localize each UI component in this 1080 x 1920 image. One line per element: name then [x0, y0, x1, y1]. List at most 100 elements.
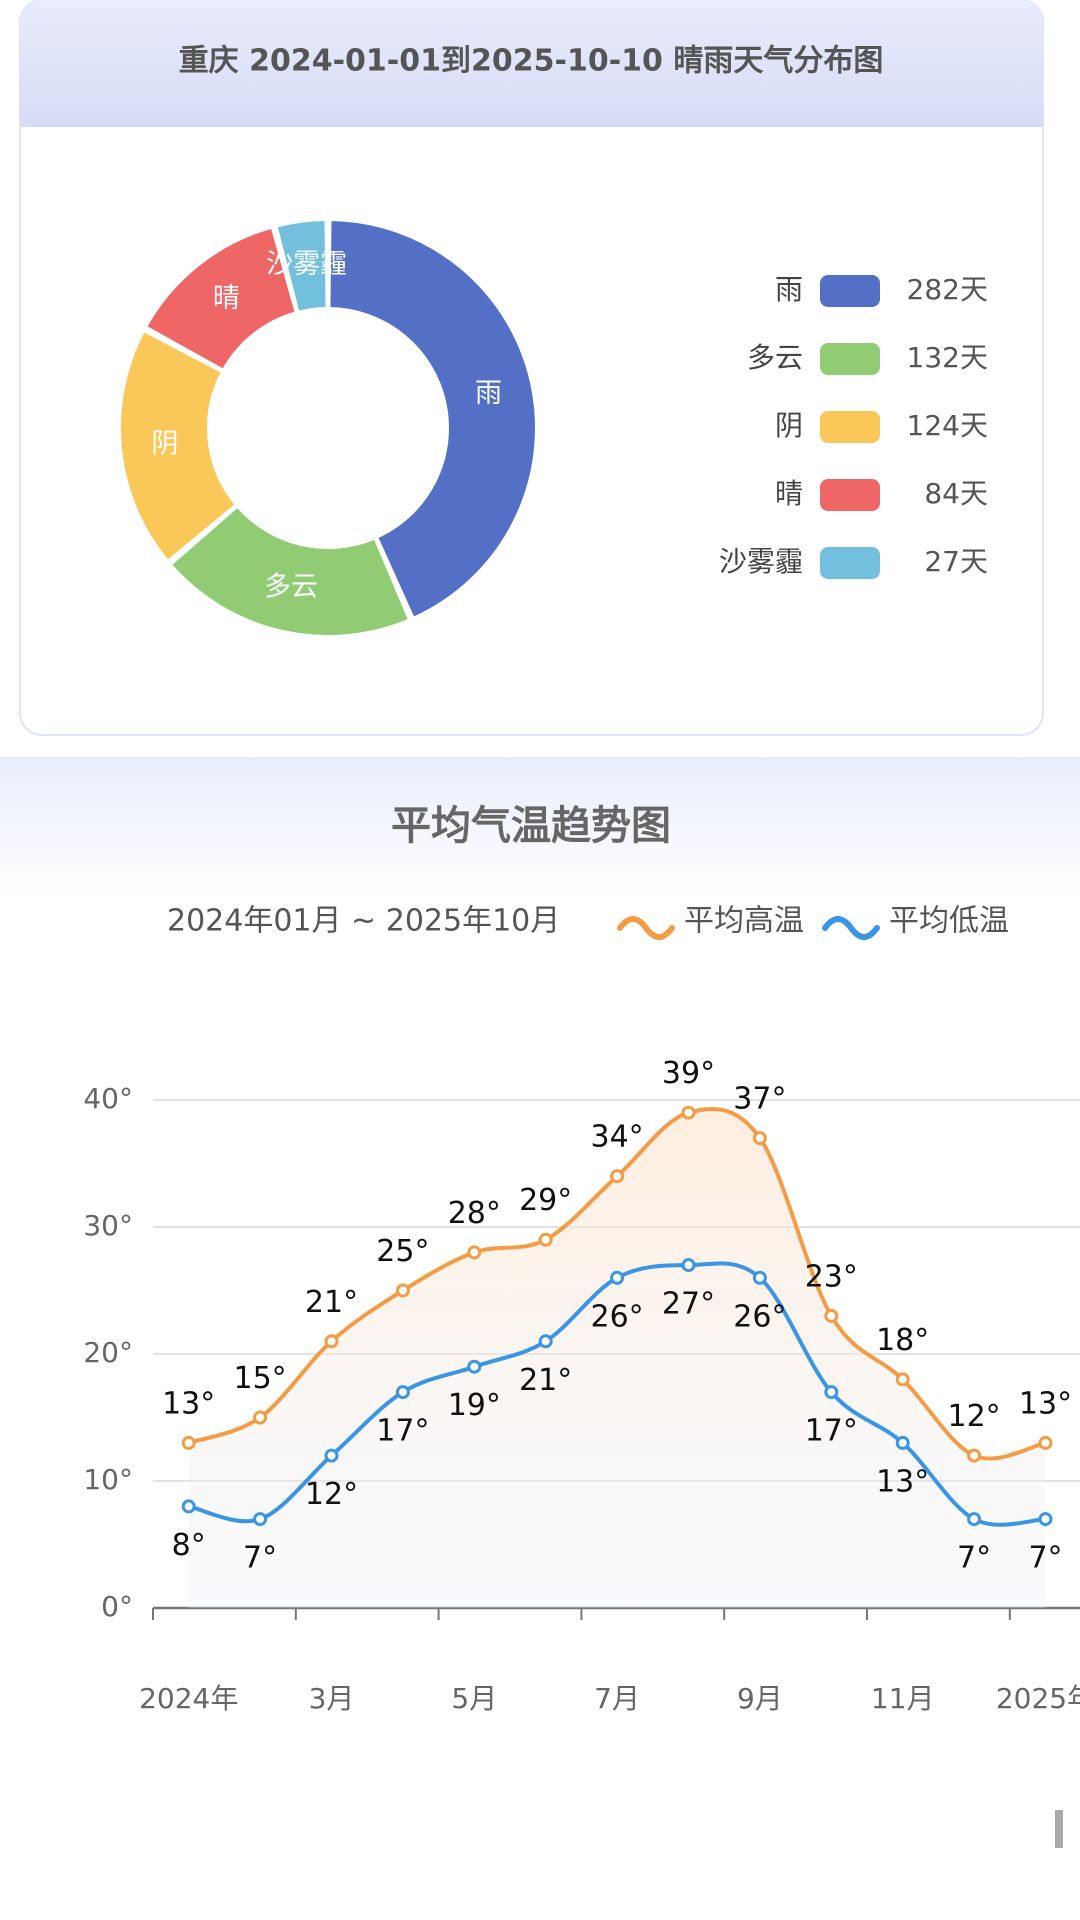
data-label: 7° — [243, 1541, 277, 1576]
data-label: 12° — [305, 1477, 358, 1512]
y-tick-label: 30° — [83, 1209, 133, 1242]
legend-icon — [822, 916, 880, 940]
x-tick-label: 11月 — [871, 1682, 935, 1715]
legend-label: 平均高温 — [684, 904, 804, 939]
data-label: 27° — [662, 1287, 715, 1322]
legend-value: 27天 — [924, 545, 988, 578]
data-label: 17° — [376, 1414, 429, 1449]
data-label: 25° — [376, 1234, 429, 1269]
point — [1038, 1435, 1053, 1450]
y-tick-label: 10° — [83, 1463, 133, 1496]
point — [752, 1131, 767, 1146]
legend-label: 阴 — [775, 409, 803, 442]
data-label: 13° — [162, 1386, 215, 1421]
data-label: 39° — [662, 1056, 715, 1091]
scrollbar — [1055, 1810, 1063, 1848]
data-label: 8° — [172, 1528, 206, 1563]
point — [181, 1499, 196, 1514]
point — [538, 1232, 553, 1247]
point — [681, 1258, 696, 1273]
legend-label: 雨 — [775, 273, 803, 306]
pie-slice — [169, 505, 411, 637]
data-label: 29° — [519, 1183, 572, 1218]
data-label: 34° — [591, 1120, 644, 1155]
legend-swatch — [820, 547, 880, 579]
point — [895, 1372, 910, 1387]
x-tick-label: 9月 — [737, 1682, 783, 1715]
data-label: 19° — [448, 1388, 501, 1423]
data-label: 21° — [305, 1285, 358, 1320]
data-label: 17° — [805, 1414, 858, 1449]
point — [824, 1385, 839, 1400]
data-label: 37° — [733, 1082, 786, 1117]
data-label: 7° — [1028, 1541, 1062, 1576]
point — [824, 1308, 839, 1323]
legend-swatch — [820, 411, 880, 443]
data-label: 21° — [519, 1363, 572, 1398]
pie-slice — [328, 219, 537, 619]
x-tick-label: 2024年 — [139, 1682, 238, 1715]
pie-slice — [275, 219, 328, 313]
data-label: 23° — [805, 1259, 858, 1294]
legend-icon — [617, 916, 675, 940]
point — [467, 1245, 482, 1260]
legend-label: 多云 — [747, 341, 803, 374]
data-label: 13° — [876, 1464, 929, 1499]
point — [395, 1385, 410, 1400]
legend-value: 124天 — [907, 409, 988, 442]
point — [324, 1334, 339, 1349]
point — [967, 1448, 982, 1463]
area — [188, 1108, 1046, 1608]
point — [610, 1270, 625, 1285]
line-title: 平均气温趋势图 — [391, 803, 671, 849]
data-label: 28° — [448, 1196, 501, 1231]
data-label: 7° — [957, 1541, 991, 1576]
legend-value: 132天 — [907, 341, 988, 374]
point — [324, 1448, 339, 1463]
legend-label: 平均低温 — [889, 904, 1009, 939]
x-tick-label: 2025年 — [996, 1682, 1080, 1715]
pie-slice — [144, 226, 297, 371]
y-tick-label: 20° — [83, 1336, 133, 1369]
data-label: 12° — [948, 1399, 1001, 1434]
point — [253, 1410, 268, 1425]
legend-swatch — [820, 343, 880, 375]
pie-title: 重庆 2024-01-01到2025-10-10 晴雨天气分布图 — [179, 44, 884, 79]
point — [610, 1169, 625, 1184]
point — [681, 1105, 696, 1120]
legend-value: 282天 — [907, 273, 988, 306]
point — [253, 1512, 268, 1527]
legend-swatch — [820, 479, 880, 511]
point — [181, 1435, 196, 1450]
point — [752, 1270, 767, 1285]
point — [1038, 1512, 1053, 1527]
data-label: 18° — [876, 1323, 929, 1358]
legend-value: 84天 — [924, 477, 988, 510]
pie-slice — [119, 329, 238, 563]
point — [395, 1283, 410, 1298]
data-label: 26° — [733, 1299, 786, 1334]
point — [967, 1512, 982, 1527]
data-label: 13° — [1019, 1386, 1072, 1421]
legend-label: 沙雾霾 — [719, 545, 803, 578]
y-tick-label: 0° — [101, 1590, 133, 1623]
x-tick-label: 7月 — [594, 1682, 640, 1715]
x-tick-label: 3月 — [309, 1682, 355, 1715]
point — [467, 1359, 482, 1374]
line-subtitle: 2024年01月 ~ 2025年10月 — [167, 904, 560, 939]
slice-label: 多云 — [264, 571, 318, 602]
data-label: 26° — [591, 1299, 644, 1334]
x-tick-label: 5月 — [451, 1682, 497, 1715]
y-tick-label: 40° — [83, 1082, 133, 1115]
data-label: 15° — [234, 1361, 287, 1396]
legend-swatch — [820, 275, 880, 307]
point — [538, 1334, 553, 1349]
slice-label: 晴 — [213, 283, 240, 314]
point — [895, 1435, 910, 1450]
slice-label: 雨 — [475, 378, 502, 409]
pie-header — [20, 0, 1043, 127]
legend-label: 晴 — [775, 477, 803, 510]
slice-label: 阴 — [151, 429, 178, 460]
